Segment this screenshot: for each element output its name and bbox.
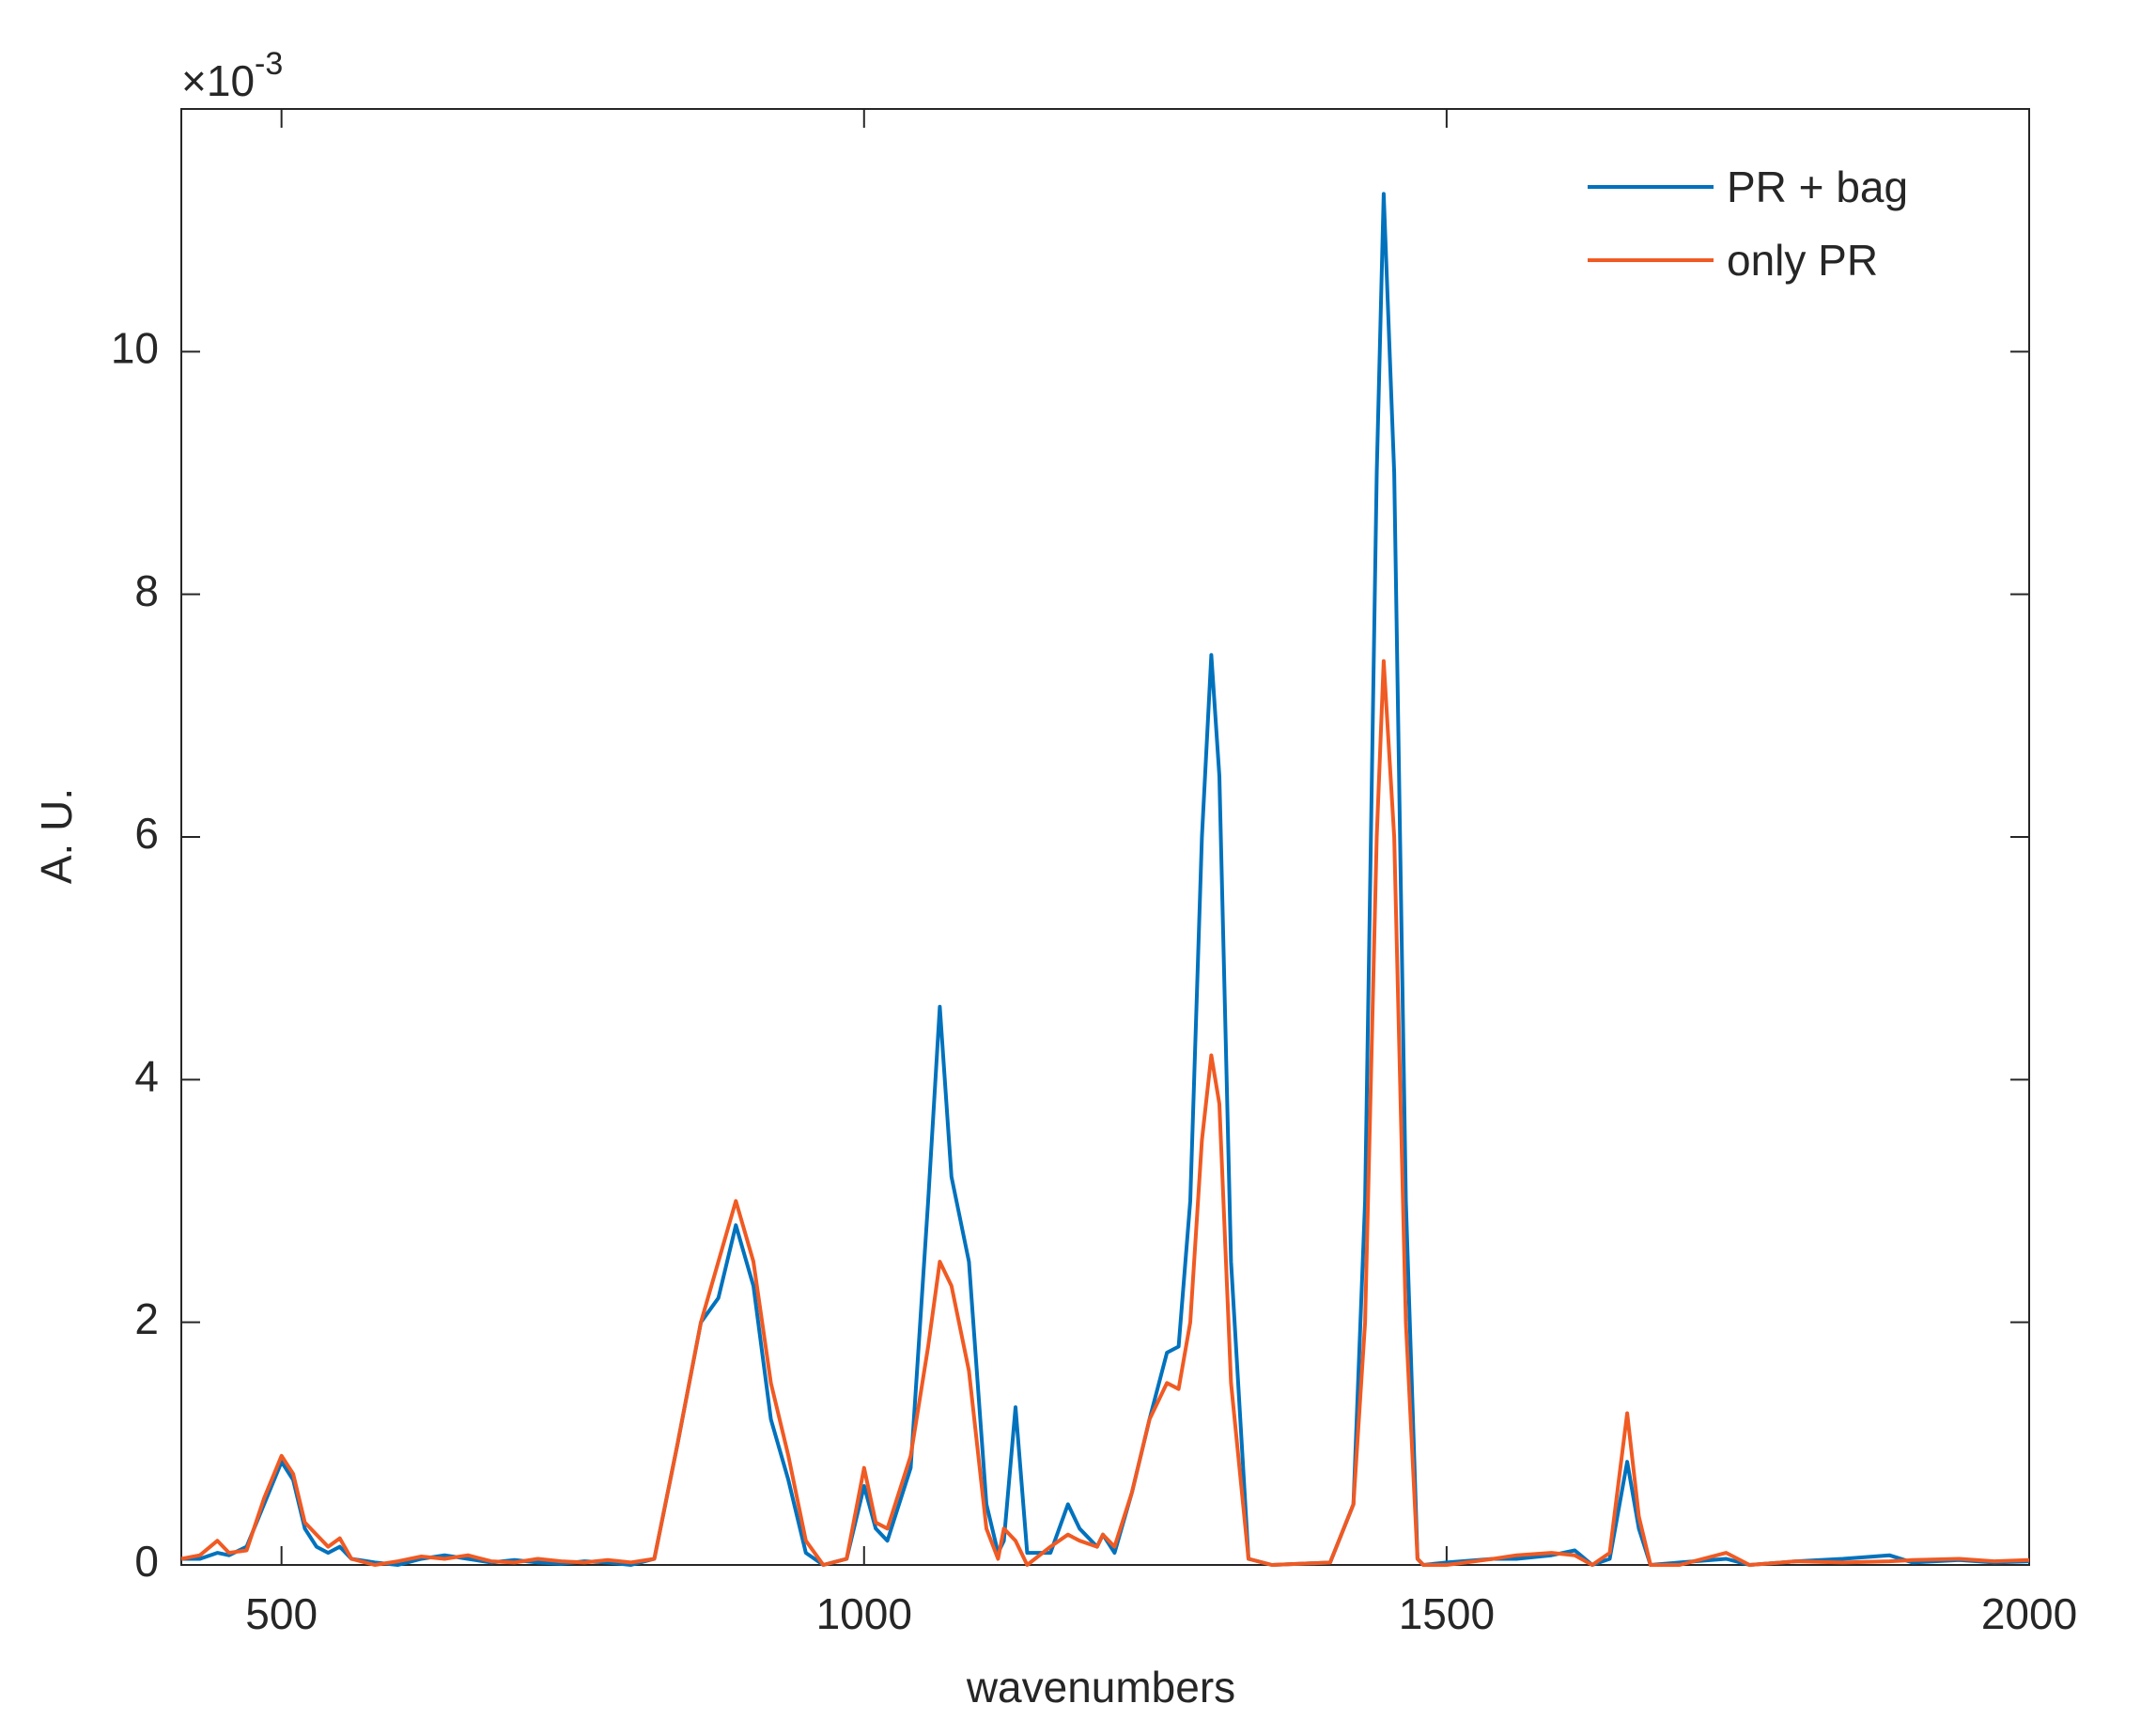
y-tick-label: 6 (134, 809, 159, 858)
legend-label: PR + bag (1727, 163, 1908, 211)
x-axis-label: wavenumbers (966, 1663, 1235, 1711)
series-line (180, 658, 2030, 1567)
x-tick-label: 500 (245, 1589, 318, 1638)
plot-area (180, 108, 2030, 1566)
y-tick-label: 0 (134, 1537, 159, 1586)
y-multiplier: ×10-3 (181, 46, 283, 105)
x-tick-label: 1500 (1399, 1589, 1495, 1638)
y-tick-label: 2 (134, 1294, 159, 1343)
y-tick-label: 8 (134, 566, 159, 615)
legend-label: only PR (1727, 236, 1878, 285)
y-tick-label: 10 (111, 323, 159, 372)
y-tick-label: 4 (134, 1051, 159, 1100)
y-axis-label: A. U. (32, 788, 81, 884)
x-tick-label: 1000 (816, 1589, 912, 1638)
x-tick-label: 2000 (1981, 1589, 2077, 1638)
y-multiplier-base: ×10 (181, 56, 255, 105)
y-multiplier-exponent: -3 (255, 46, 283, 82)
